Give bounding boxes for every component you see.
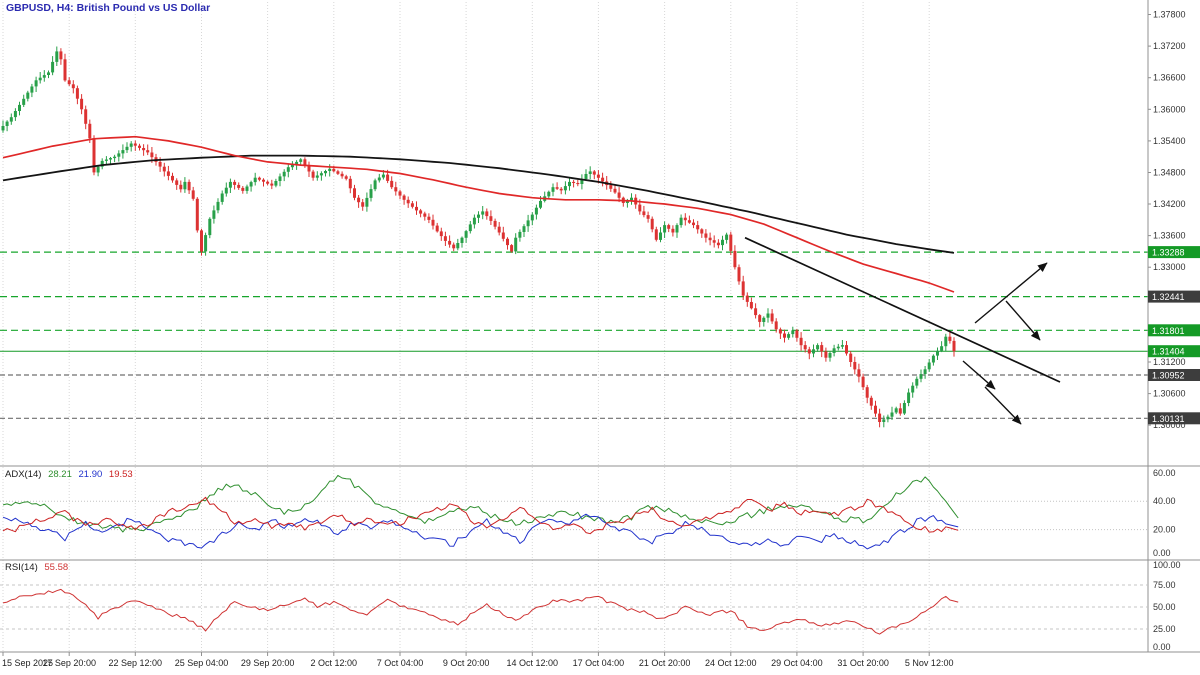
adx-line xyxy=(2,474,959,533)
svg-text:9 Oct 20:00: 9 Oct 20:00 xyxy=(443,658,490,668)
svg-text:1.34200: 1.34200 xyxy=(1153,199,1186,209)
svg-text:24 Oct 12:00: 24 Oct 12:00 xyxy=(705,658,757,668)
svg-text:1.37200: 1.37200 xyxy=(1153,41,1186,51)
svg-text:1.33288: 1.33288 xyxy=(1152,248,1185,258)
plus-di-line xyxy=(2,513,959,550)
svg-text:60.00: 60.00 xyxy=(1153,468,1176,478)
panel-separators xyxy=(0,0,1200,653)
svg-text:1.32441: 1.32441 xyxy=(1152,292,1185,302)
svg-text:15 Sep 2025: 15 Sep 2025 xyxy=(2,658,53,668)
arrow xyxy=(974,262,1048,324)
svg-text:21 Oct 20:00: 21 Oct 20:00 xyxy=(639,658,691,668)
svg-text:25 Sep 04:00: 25 Sep 04:00 xyxy=(175,658,229,668)
svg-text:1.30000: 1.30000 xyxy=(1153,420,1186,430)
svg-text:20.00: 20.00 xyxy=(1153,525,1176,535)
descending-trendline[interactable] xyxy=(744,236,1061,383)
arrow xyxy=(1005,300,1041,341)
arrow xyxy=(962,360,996,390)
svg-text:29 Oct 04:00: 29 Oct 04:00 xyxy=(771,658,823,668)
svg-text:1.33600: 1.33600 xyxy=(1153,231,1186,241)
svg-text:0.00: 0.00 xyxy=(1153,642,1171,652)
svg-text:5 Nov 12:00: 5 Nov 12:00 xyxy=(905,658,954,668)
price-axis[interactable]: 1.37800 1.37200 1.36600 1.36000 1.35400 1.348… xyxy=(1148,10,1186,431)
svg-text:50.00: 50.00 xyxy=(1153,602,1176,612)
svg-text:1.34800: 1.34800 xyxy=(1153,168,1186,178)
svg-text:2 Oct 12:00: 2 Oct 12:00 xyxy=(311,658,358,668)
vertical-gridlines xyxy=(2,2,930,652)
svg-text:17 Sep 20:00: 17 Sep 20:00 xyxy=(42,658,96,668)
svg-text:40.00: 40.00 xyxy=(1153,496,1176,506)
svg-text:7 Oct 04:00: 7 Oct 04:00 xyxy=(377,658,424,668)
svg-text:22 Sep 12:00: 22 Sep 12:00 xyxy=(109,658,163,668)
candles-layer xyxy=(1,46,956,428)
svg-text:1.30131: 1.30131 xyxy=(1152,414,1185,424)
svg-text:1.31801: 1.31801 xyxy=(1152,326,1185,336)
level-price-labels: 1.33288 1.32441 1.31801 1.30952 1.30131 1.314… xyxy=(1148,246,1200,425)
svg-text:0.00: 0.00 xyxy=(1153,548,1171,558)
ma-red-line[interactable] xyxy=(2,135,955,293)
svg-text:17 Oct 04:00: 17 Oct 04:00 xyxy=(573,658,625,668)
svg-text:1.37800: 1.37800 xyxy=(1153,10,1186,20)
rsi-panel: 100.00 75.00 50.00 25.00 0.00 xyxy=(0,560,1181,652)
adx-panel: 60.00 40.00 20.00 0.00 xyxy=(0,468,1176,558)
svg-text:1.35400: 1.35400 xyxy=(1153,136,1186,146)
svg-text:75.00: 75.00 xyxy=(1153,580,1176,590)
ma-black-line[interactable] xyxy=(2,154,955,254)
svg-text:100.00: 100.00 xyxy=(1153,560,1181,570)
scenario-arrows[interactable] xyxy=(962,262,1048,425)
svg-text:1.30600: 1.30600 xyxy=(1153,389,1186,399)
svg-text:1.36000: 1.36000 xyxy=(1153,104,1186,114)
svg-text:1.30952: 1.30952 xyxy=(1152,371,1185,381)
svg-text:1.31404: 1.31404 xyxy=(1152,347,1185,357)
svg-text:14 Oct 12:00: 14 Oct 12:00 xyxy=(507,658,559,668)
price-levels[interactable] xyxy=(0,251,1148,419)
minus-di-line xyxy=(2,496,959,535)
svg-text:1.36600: 1.36600 xyxy=(1153,73,1186,83)
arrow xyxy=(984,386,1022,425)
svg-text:1.33000: 1.33000 xyxy=(1153,262,1186,272)
svg-text:29 Sep 20:00: 29 Sep 20:00 xyxy=(241,658,295,668)
svg-text:31 Oct 20:00: 31 Oct 20:00 xyxy=(837,658,889,668)
svg-text:1.31200: 1.31200 xyxy=(1153,357,1186,367)
rsi-line xyxy=(2,588,959,635)
svg-text:25.00: 25.00 xyxy=(1153,624,1176,634)
